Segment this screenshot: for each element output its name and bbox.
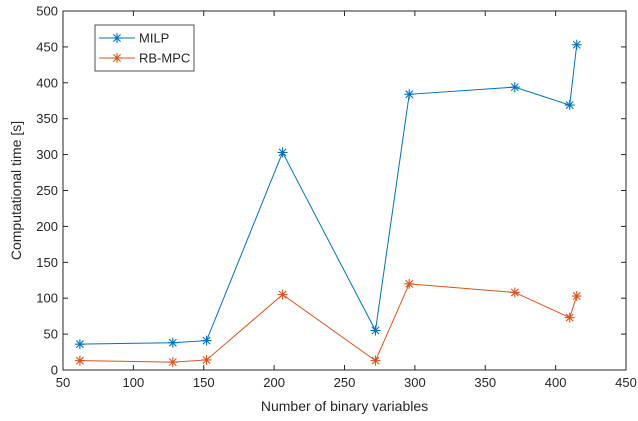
x-tick-label: 150 <box>193 375 215 390</box>
data-point-rb-mpc <box>370 355 381 366</box>
y-tick-label: 400 <box>36 75 58 90</box>
data-point-milp <box>571 39 582 50</box>
data-point-milp <box>167 337 178 348</box>
legend-marker-rb-mpc <box>112 53 122 63</box>
legend-box <box>94 24 195 72</box>
legend-star-icon <box>112 53 122 63</box>
data-point-milp <box>370 325 381 336</box>
legend-label-milp: MILP <box>139 31 169 46</box>
series-layer <box>74 39 582 368</box>
data-point-milp <box>201 335 212 346</box>
x-tick-label: 300 <box>404 375 426 390</box>
y-axis-ticks: 0 50 100 150 200 250 300 350 400 450 500 <box>36 4 626 378</box>
data-point-rb-mpc <box>201 354 212 365</box>
legend-star-icon <box>112 33 122 43</box>
x-tick-label: 350 <box>474 375 496 390</box>
x-tick-label: 400 <box>545 375 567 390</box>
x-tick-label: 100 <box>123 375 145 390</box>
y-tick-label: 300 <box>36 147 58 162</box>
x-tick-label: 50 <box>56 375 70 390</box>
y-tick-label: 150 <box>36 255 58 270</box>
y-tick-label: 0 <box>51 363 58 378</box>
y-tick-label: 350 <box>36 111 58 126</box>
x-tick-label: 200 <box>263 375 285 390</box>
y-tick-label: 250 <box>36 183 58 198</box>
x-axis-title: Number of binary variables <box>261 398 428 414</box>
data-point-rb-mpc <box>277 289 288 300</box>
y-tick-label: 500 <box>36 4 58 19</box>
y-axis-title: Computational time [s] <box>8 121 24 260</box>
y-tick-label: 100 <box>36 291 58 306</box>
data-point-rb-mpc <box>167 357 178 368</box>
x-tick-label: 450 <box>615 375 637 390</box>
x-axis-ticks: 50 100 150 200 250 300 350 400 450 <box>56 11 637 390</box>
data-point-milp <box>404 89 415 100</box>
legend-label-rb-mpc: RB-MPC <box>139 51 190 66</box>
legend-marker-milp <box>112 33 122 43</box>
y-tick-label: 450 <box>36 39 58 54</box>
x-tick-label: 250 <box>334 375 356 390</box>
data-point-rb-mpc <box>571 291 582 302</box>
data-point-rb-mpc <box>564 312 575 323</box>
data-point-milp <box>277 147 288 158</box>
data-point-rb-mpc <box>509 287 520 298</box>
data-point-milp <box>564 100 575 111</box>
data-point-milp <box>74 339 85 350</box>
y-tick-label: 200 <box>36 219 58 234</box>
y-tick-label: 50 <box>44 327 58 342</box>
data-point-rb-mpc <box>404 278 415 289</box>
legend: MILP RB-MPC <box>94 24 195 72</box>
data-point-rb-mpc <box>74 355 85 366</box>
data-point-milp <box>509 82 520 93</box>
